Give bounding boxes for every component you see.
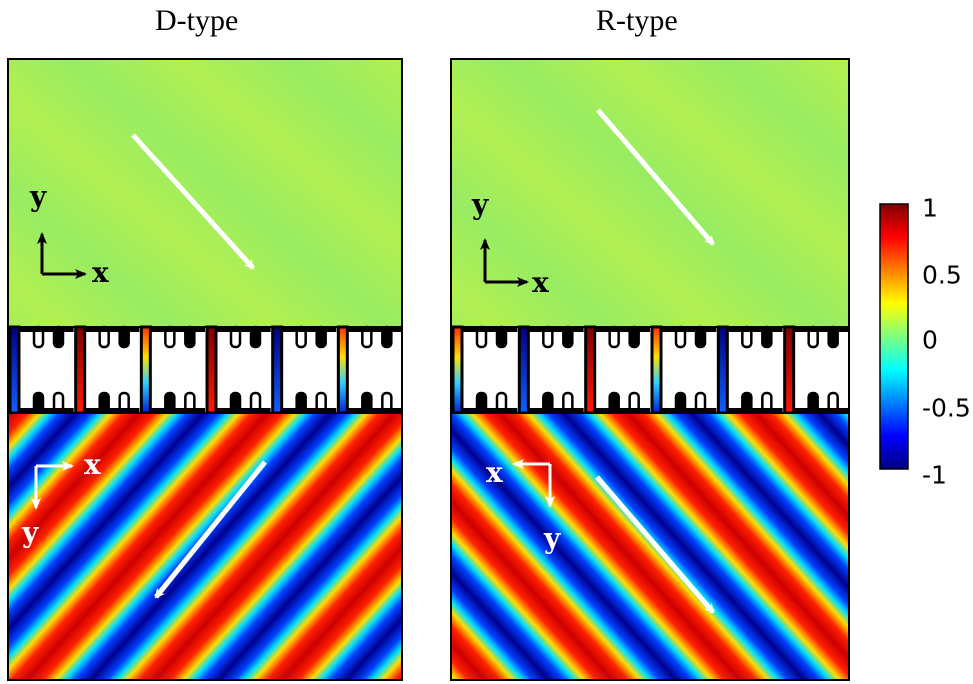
unit-cell-bar: [793, 327, 849, 332]
unit-cell-pillar: [716, 325, 729, 415]
lower-field-d: [7, 412, 403, 681]
colorbar-tick-label: 1: [922, 193, 938, 223]
unit-cell-bar: [347, 327, 402, 332]
axis-label-x: x: [84, 448, 101, 481]
unit-cell-bar: [727, 327, 783, 332]
axis-label-y: y: [471, 188, 489, 221]
unit-cell-bar: [727, 408, 783, 413]
upper-field-d: [7, 58, 403, 328]
unit-cell-bar: [150, 327, 205, 332]
unit-cell-bar: [462, 408, 518, 413]
colorbar-tick-label: -0.5: [922, 393, 971, 423]
unit-cell-bar: [594, 327, 650, 332]
axis-label-y: y: [21, 516, 39, 549]
unit-cell-pillar: [451, 325, 464, 415]
unit-cell-bar: [150, 408, 205, 413]
unit-cell-bar: [84, 327, 140, 332]
coord-axes-upper-r: y x: [471, 188, 549, 299]
strip-background: [450, 326, 850, 414]
coord-axes-upper-d: y x: [29, 180, 109, 289]
transmitted-arrow-d: [154, 460, 267, 599]
unit-cell-bar: [462, 327, 518, 332]
coord-axes-lower-d: x y: [21, 448, 101, 549]
unit-cell-bar: [84, 408, 140, 413]
colorbar-tick-label: -1: [922, 460, 947, 490]
unit-cell-bar: [793, 408, 849, 413]
unit-cell-bar: [661, 408, 717, 413]
lower-field-r: [450, 412, 850, 681]
unit-cell-bar: [661, 327, 717, 332]
unit-cell-pillar: [650, 325, 663, 415]
unit-cell-pillar: [336, 325, 349, 415]
coord-axes-lower-r: x y: [486, 456, 561, 555]
unit-cell-bar: [19, 408, 74, 413]
axis-label-x: x: [92, 256, 109, 289]
unit-cell-bar: [528, 327, 584, 332]
colorbar-tick-label: 0: [922, 325, 938, 355]
unit-cell-pillar: [74, 325, 87, 415]
upper-field-r: [450, 58, 850, 328]
panel-d-type: y x x y: [7, 58, 403, 681]
axis-label-y: y: [29, 180, 47, 213]
unit-cell-pillar: [517, 325, 530, 415]
axis-label-x: x: [532, 266, 549, 299]
transmitted-arrow-r: [595, 475, 715, 614]
colorbar-gradient: [879, 203, 909, 470]
incident-arrow-d: [131, 133, 255, 270]
metasurface-strip-d: [7, 325, 403, 415]
unit-cell-pillar: [271, 325, 284, 415]
unit-cell-pillar: [584, 325, 597, 415]
axis-label-y: y: [543, 522, 561, 555]
unit-cell-bar: [216, 408, 271, 413]
unit-cell-pillar: [8, 325, 21, 415]
metasurface-strip-r: [450, 325, 850, 415]
colorbar: [879, 203, 909, 470]
unit-cell-bar: [594, 408, 650, 413]
unit-cell-bar: [347, 408, 402, 413]
panel-r-type: y x x y: [450, 58, 850, 681]
panel-title-d-type: D-type: [155, 4, 239, 37]
colorbar-tick-label: 0.5: [922, 260, 962, 290]
incident-arrow-r: [596, 108, 715, 246]
unit-cell-bar: [216, 327, 271, 332]
unit-cell-pillar: [139, 325, 152, 415]
panel-title-r-type: R-type: [596, 4, 678, 37]
unit-cell-bar: [528, 408, 584, 413]
unit-cell-pillar: [205, 325, 218, 415]
unit-cell-bar: [281, 327, 337, 332]
unit-cell-pillar: [783, 325, 796, 415]
unit-cell-bar: [281, 408, 337, 413]
axis-label-x: x: [486, 456, 503, 489]
unit-cell-bar: [19, 327, 74, 332]
